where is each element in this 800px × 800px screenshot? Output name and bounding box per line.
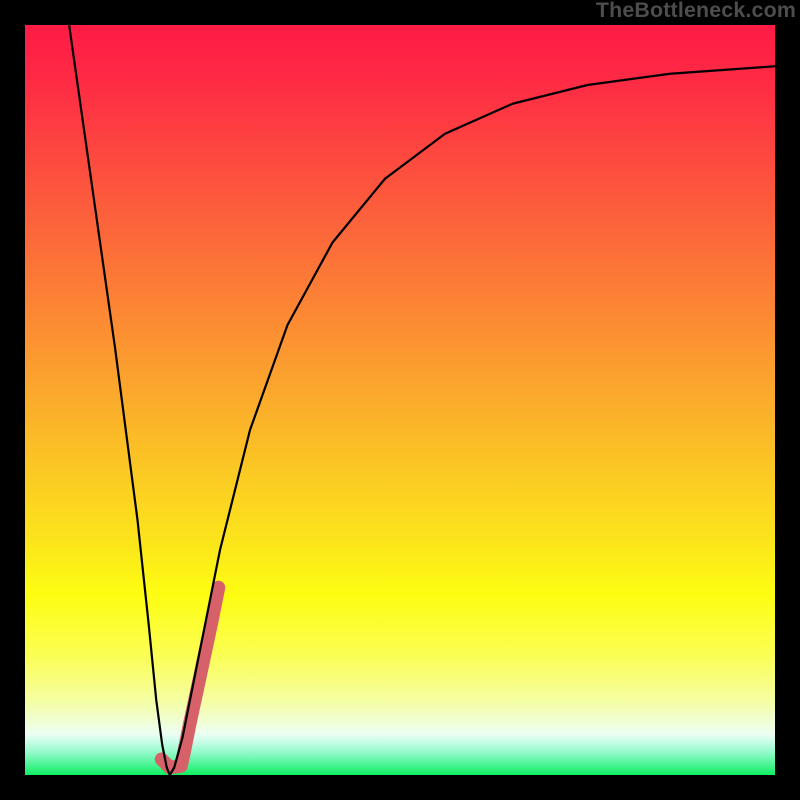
chart-stage: TheBottleneck.com	[0, 0, 800, 800]
chart-svg	[0, 0, 800, 800]
plot-gradient-background	[25, 25, 775, 775]
watermark-text: TheBottleneck.com	[596, 0, 796, 23]
